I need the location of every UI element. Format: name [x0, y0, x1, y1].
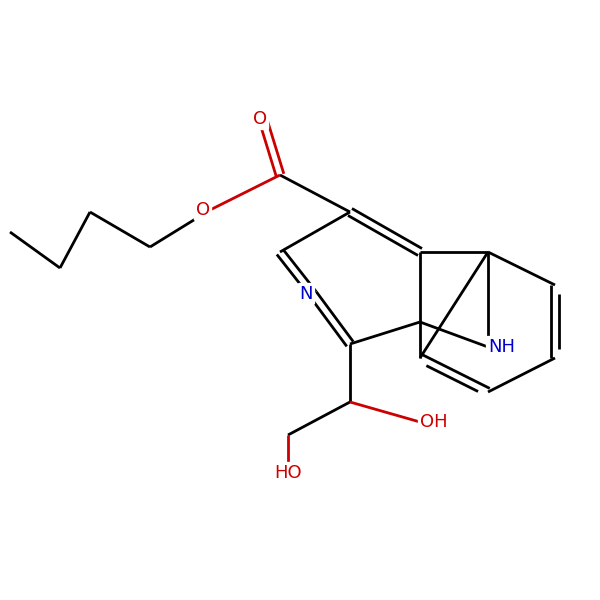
Text: O: O	[253, 110, 267, 128]
Text: O: O	[196, 201, 210, 219]
Text: N: N	[299, 285, 313, 303]
Text: HO: HO	[274, 464, 302, 482]
Text: NH: NH	[488, 338, 515, 356]
Text: OH: OH	[420, 413, 448, 431]
